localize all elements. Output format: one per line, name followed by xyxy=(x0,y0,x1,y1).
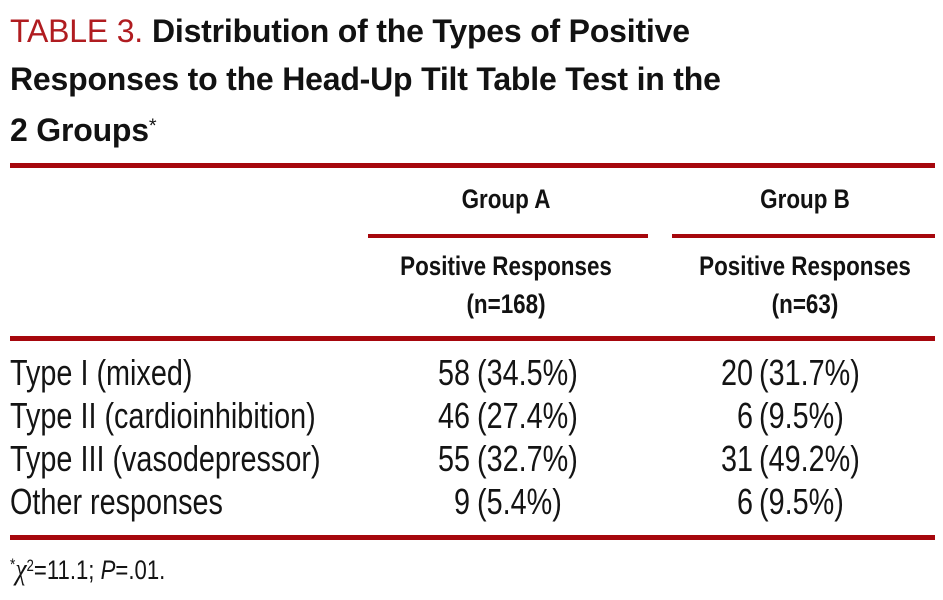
group-b-count: 31 xyxy=(720,438,753,479)
title-text-1: Distribution of the Types of Positive xyxy=(151,13,690,49)
group-b-count: 20 xyxy=(720,352,753,393)
group-a-percent: (27.4%) xyxy=(477,395,578,436)
p-label: P xyxy=(100,555,116,586)
group-b-percent: (49.2%) xyxy=(759,438,860,479)
title-line-3: 2 Groups* xyxy=(10,103,935,154)
p-value: =.01. xyxy=(115,555,166,586)
group-a-underline-rule xyxy=(368,234,648,238)
table-footnote: *χ2=11.1; P=.01. xyxy=(10,548,165,587)
table-number-label: TABLE 3. xyxy=(10,13,143,49)
column-subheader-b-n: (n=63) xyxy=(771,289,839,319)
group-b-count: 6 xyxy=(736,481,753,522)
column-subheader-a: Positive Responses (n=168) xyxy=(400,247,612,323)
title-text-2: Responses to the Head-Up Tilt Table Test… xyxy=(10,60,721,97)
row-label: Type I (mixed) xyxy=(10,352,193,393)
table-body: Type I (mixed) 58 (34.5%) 20 (31.7%) Typ… xyxy=(0,351,943,523)
title-line-1: TABLE 3. Distribution of the Types of Pos… xyxy=(10,8,935,56)
group-a-percent: (34.5%) xyxy=(477,352,578,393)
group-a-percent: (32.7%) xyxy=(477,438,578,479)
table-row: Type I (mixed) 58 (34.5%) 20 (31.7%) xyxy=(0,351,943,394)
group-a-count: 9 xyxy=(453,481,470,522)
column-subheader-b: Positive Responses (n=63) xyxy=(699,247,911,323)
table-row: Other responses 9 (5.4%) 6 (9.5%) xyxy=(0,480,943,523)
group-a-count: 46 xyxy=(437,395,470,436)
group-b-count: 6 xyxy=(736,395,753,436)
group-b-underline-rule xyxy=(672,234,935,238)
row-label: Other responses xyxy=(10,481,223,522)
header-bottom-rule xyxy=(10,336,935,341)
chi-square-value: =11.1; xyxy=(33,555,95,586)
column-subheader-a-label: Positive Responses xyxy=(400,251,612,281)
table-row: Type III (vasodepressor) 55 (32.7%) 31 (… xyxy=(0,437,943,480)
row-label: Type II (cardioinhibition) xyxy=(10,395,316,436)
chi-symbol: χ xyxy=(15,551,27,587)
group-b-percent: (31.7%) xyxy=(759,352,860,393)
table-row: Type II (cardioinhibition) 46 (27.4%) 6 … xyxy=(0,394,943,437)
row-label: Type III (vasodepressor) xyxy=(10,438,321,479)
column-group-header-a: Group A xyxy=(461,184,551,214)
page-title: TABLE 3. Distribution of the Types of Pos… xyxy=(10,8,935,154)
chi-exponent: 2 xyxy=(26,557,34,576)
group-a-count: 58 xyxy=(437,352,470,393)
group-a-count: 55 xyxy=(437,438,470,479)
title-line-2: Responses to the Head-Up Tilt Table Test… xyxy=(10,56,935,104)
column-subheader-a-n: (n=168) xyxy=(466,289,546,319)
group-b-percent: (9.5%) xyxy=(759,481,844,522)
group-a-percent: (5.4%) xyxy=(477,481,562,522)
column-group-header-b: Group B xyxy=(760,184,850,214)
table-top-rule xyxy=(10,163,935,168)
column-subheader-b-label: Positive Responses xyxy=(699,251,911,281)
group-b-percent: (9.5%) xyxy=(759,395,844,436)
table-bottom-rule xyxy=(10,535,935,540)
footnote-marker: * xyxy=(10,555,16,574)
title-footnote-marker: * xyxy=(148,115,157,137)
title-text-3: 2 Groups xyxy=(10,111,149,148)
